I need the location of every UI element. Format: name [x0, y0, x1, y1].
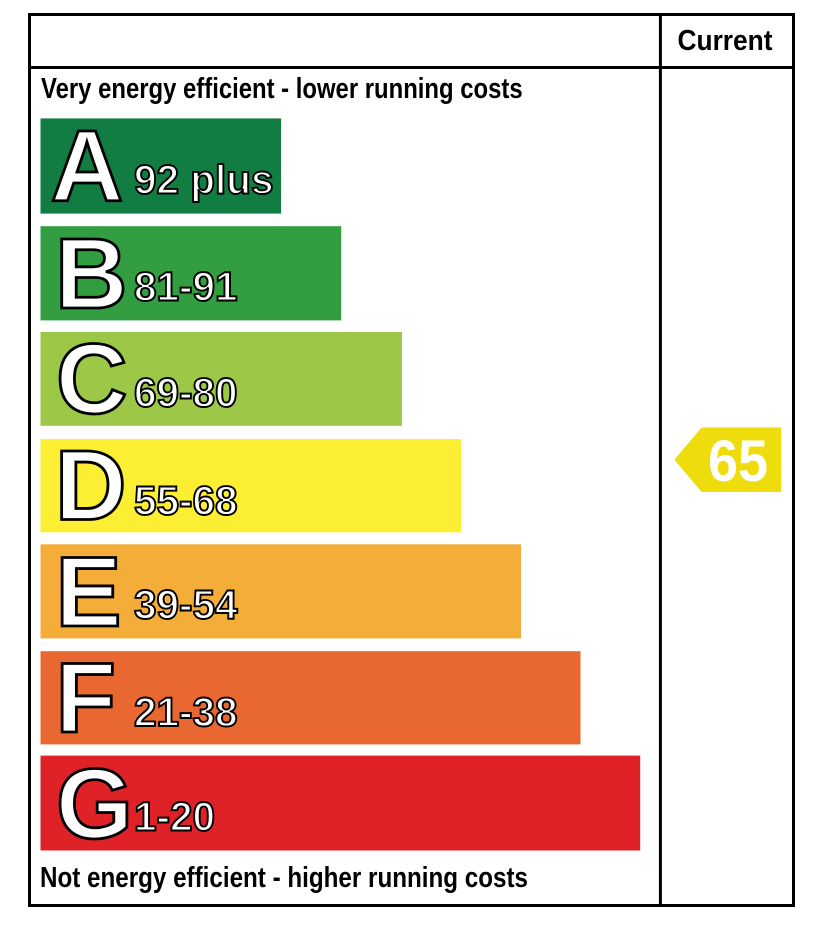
svg-text:65: 65	[708, 429, 768, 494]
svg-text:1-20: 1-20	[134, 794, 215, 840]
svg-text:Current: Current	[678, 25, 773, 57]
svg-text:92 plus: 92 plus	[134, 157, 274, 203]
svg-text:69-80: 69-80	[134, 370, 238, 416]
svg-text:E: E	[56, 536, 122, 647]
svg-text:21-38: 21-38	[134, 689, 238, 735]
svg-text:G: G	[56, 748, 133, 859]
svg-text:D: D	[55, 430, 127, 541]
svg-text:Not energy efficient - higher: Not energy efficient - higher running co…	[40, 862, 528, 894]
svg-text:39-54: 39-54	[134, 581, 238, 627]
svg-text:Very energy efficient - lower: Very energy efficient - lower running co…	[41, 73, 523, 105]
svg-text:B: B	[55, 218, 128, 330]
svg-text:A: A	[51, 111, 124, 223]
svg-text:55-68: 55-68	[134, 477, 238, 523]
svg-text:F: F	[56, 642, 116, 753]
svg-text:81-91: 81-91	[134, 263, 238, 309]
svg-text:C: C	[56, 323, 128, 434]
